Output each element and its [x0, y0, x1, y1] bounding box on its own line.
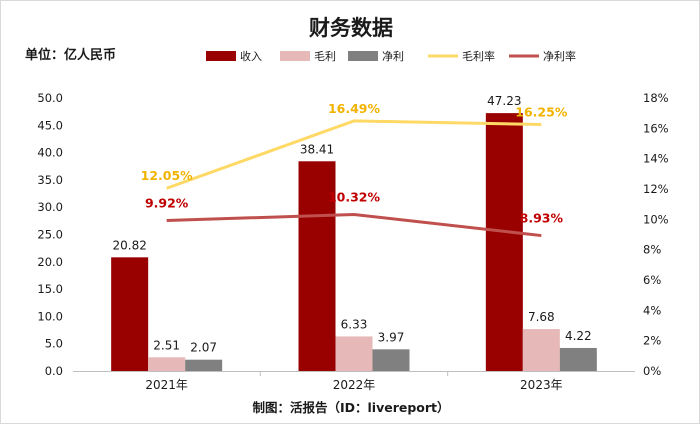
- bar-净利: [372, 349, 410, 371]
- bar-毛利: [335, 336, 373, 371]
- y-right-tick-label: 18%: [643, 91, 669, 105]
- source-label: 制图：活报告（ID：livereport）: [252, 400, 449, 415]
- line-净利率: [166, 212, 542, 238]
- legend-swatch-毛利: [280, 51, 310, 61]
- line-value-label: 9.92%: [145, 196, 189, 211]
- y-right-tick-label: 6%: [643, 273, 661, 287]
- legend-label: 净利: [382, 49, 404, 63]
- bar-value-label: 6.33: [341, 317, 368, 331]
- bar-value-label: 38.41: [300, 142, 334, 156]
- y-right-tick-label: 14%: [643, 152, 669, 166]
- y-right-tick-label: 4%: [643, 303, 661, 317]
- lines: [166, 119, 542, 238]
- y-left-tick-label: 0.0: [45, 364, 63, 378]
- y-right-tick-label: 0%: [643, 364, 661, 378]
- x-tick-label: 2022年: [333, 378, 376, 392]
- y-left-tick-label: 5.0: [45, 337, 63, 351]
- bar-收入: [298, 161, 336, 371]
- x-tick-label: 2021年: [145, 378, 188, 392]
- y-left-tick-label: 45.0: [37, 118, 63, 132]
- bar-收入: [485, 113, 523, 371]
- line-value-label: 16.25%: [515, 105, 568, 120]
- y-left-tick-label: 40.0: [37, 146, 63, 160]
- legend-label: 毛利: [314, 50, 336, 63]
- line-value-label: 16.49%: [328, 101, 381, 116]
- y-left-tick-label: 50.0: [37, 91, 63, 105]
- bar-value-label: 2.51: [153, 338, 180, 352]
- bar-净利: [185, 359, 223, 371]
- line-value-label: 10.32%: [328, 189, 381, 204]
- bar-value-label: 3.97: [378, 330, 405, 344]
- legend-swatch-净利: [348, 51, 378, 61]
- legend-swatch-收入: [206, 51, 236, 61]
- bar-value-label: 4.22: [565, 329, 592, 343]
- line-毛利率: [166, 119, 542, 190]
- y-right-tick-label: 16%: [643, 121, 669, 135]
- bar-收入: [111, 257, 149, 371]
- x-tick-label: 2023年: [520, 378, 563, 392]
- bar-毛利: [148, 357, 186, 371]
- legend: 收入 毛利 净利 毛利率 净利率: [206, 49, 576, 63]
- bar-毛利: [522, 329, 560, 371]
- bar-value-label: 7.68: [528, 310, 555, 324]
- y-left-tick-label: 10.0: [37, 309, 63, 323]
- y-left-tick-label: 20.0: [37, 255, 63, 269]
- y-right-tick-label: 10%: [643, 212, 669, 226]
- legend-label: 收入: [240, 49, 262, 63]
- legend-label: 毛利率: [462, 49, 495, 63]
- y-right-tick-label: 8%: [643, 243, 661, 257]
- bar-value-label: 20.82: [112, 238, 146, 252]
- y-left-tick-label: 35.0: [37, 173, 63, 187]
- bar-净利: [559, 347, 597, 371]
- bar-value-label: 47.23: [487, 94, 521, 108]
- y-left-tick-label: 15.0: [37, 282, 63, 296]
- bar-value-label: 2.07: [190, 341, 217, 355]
- chart-title: 财务数据: [309, 16, 393, 40]
- data-labels: 20.82 38.41 47.23 2.51 6.33 7.68 2.07 3.97 4.22 1…: [112, 94, 591, 355]
- y-right-tick-label: 12%: [643, 182, 669, 196]
- bars: [111, 113, 597, 371]
- line-value-label: 12.05%: [141, 168, 194, 183]
- y-right-tick-label: 2%: [643, 334, 661, 348]
- legend-label: 净利率: [543, 49, 576, 63]
- y-left-tick-label: 30.0: [37, 200, 63, 214]
- line-value-label: 8.93%: [520, 211, 564, 226]
- y-left-tick-label: 25.0: [37, 228, 63, 242]
- unit-label: 单位：亿人民币: [25, 47, 116, 63]
- axes: 0.0 5.0 10.0 15.0 20.0 25.0 30.0 35.0 40.0 45.0 50…: [37, 91, 668, 392]
